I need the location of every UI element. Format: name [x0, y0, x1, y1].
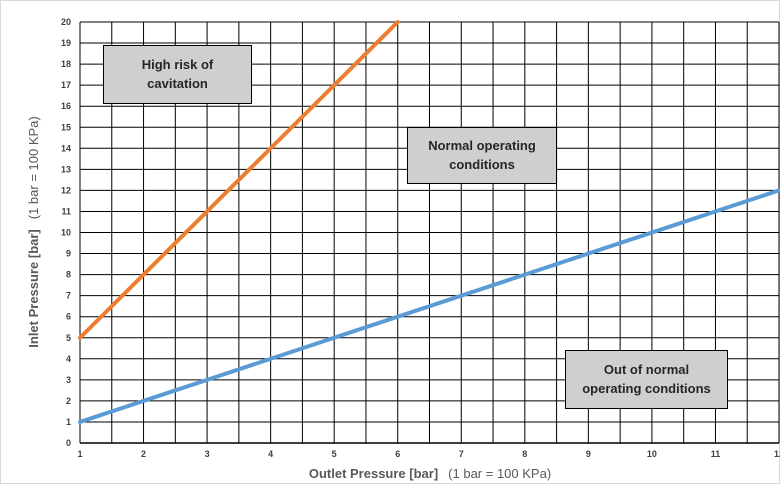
x-tick-label: 8 [522, 449, 527, 459]
y-axis-title: Inlet Pressure [bar] (1 bar = 100 KPa) [26, 116, 41, 347]
y-tick-label: 17 [61, 80, 71, 90]
annotation-high-risk: High risk of cavitation [103, 45, 252, 104]
y-tick-label: 15 [61, 122, 71, 132]
y-tick-label: 7 [66, 291, 71, 301]
y-tick-label: 6 [66, 312, 71, 322]
tick-labels: 1234567891011120123456789101112131415161… [61, 17, 780, 459]
y-tick-label: 16 [61, 101, 71, 111]
series-line-2 [78, 188, 780, 424]
x-axis-note: (1 bar = 100 KPa) [448, 466, 551, 481]
x-tick-label: 7 [459, 449, 464, 459]
x-axis-label: Outlet Pressure [bar] [309, 466, 438, 481]
y-tick-label: 18 [61, 59, 71, 69]
x-tick-label: 12 [774, 449, 780, 459]
y-tick-label: 0 [66, 438, 71, 448]
x-tick-label: 9 [586, 449, 591, 459]
annotation-line: High risk of [141, 56, 214, 72]
y-tick-label: 1 [66, 417, 71, 427]
y-axis-label: Inlet Pressure [bar] [26, 229, 41, 348]
x-tick-label: 3 [205, 449, 210, 459]
y-tick-label: 19 [61, 38, 71, 48]
y-axis-note: (1 bar = 100 KPa) [26, 116, 41, 219]
x-tick-label: 1 [77, 449, 82, 459]
y-tick-label: 2 [66, 396, 71, 406]
annotation-normal: Normal operating conditions [407, 127, 557, 184]
y-tick-label: 9 [66, 249, 71, 259]
annotation-line: Out of normal [603, 361, 690, 377]
x-tick-label: 5 [332, 449, 337, 459]
x-tick-label: 4 [268, 449, 273, 459]
y-tick-label: 13 [61, 164, 71, 174]
x-tick-label: 6 [395, 449, 400, 459]
y-tick-label: 14 [61, 143, 71, 153]
y-tick-label: 3 [66, 375, 71, 385]
y-tick-label: 12 [61, 185, 71, 195]
x-tick-label: 2 [141, 449, 146, 459]
x-axis-title: Outlet Pressure [bar] (1 bar = 100 KPa) [309, 466, 551, 481]
y-tick-label: 20 [61, 17, 71, 27]
x-tick-label: 10 [647, 449, 657, 459]
annotation-line: conditions [449, 156, 515, 172]
series-line-1 [78, 20, 400, 340]
series-layer [78, 20, 780, 424]
annotation-out-of-normal: Out of normal operating conditions [565, 350, 728, 409]
y-tick-label: 10 [61, 228, 71, 238]
annotation-line: operating conditions [582, 380, 711, 396]
y-tick-label: 4 [66, 354, 71, 364]
y-tick-label: 5 [66, 333, 71, 343]
annotation-line: cavitation [147, 75, 208, 91]
y-tick-label: 11 [61, 206, 71, 216]
annotation-line: Normal operating [428, 137, 536, 153]
y-tick-label: 8 [66, 270, 71, 280]
x-tick-label: 11 [711, 449, 721, 459]
